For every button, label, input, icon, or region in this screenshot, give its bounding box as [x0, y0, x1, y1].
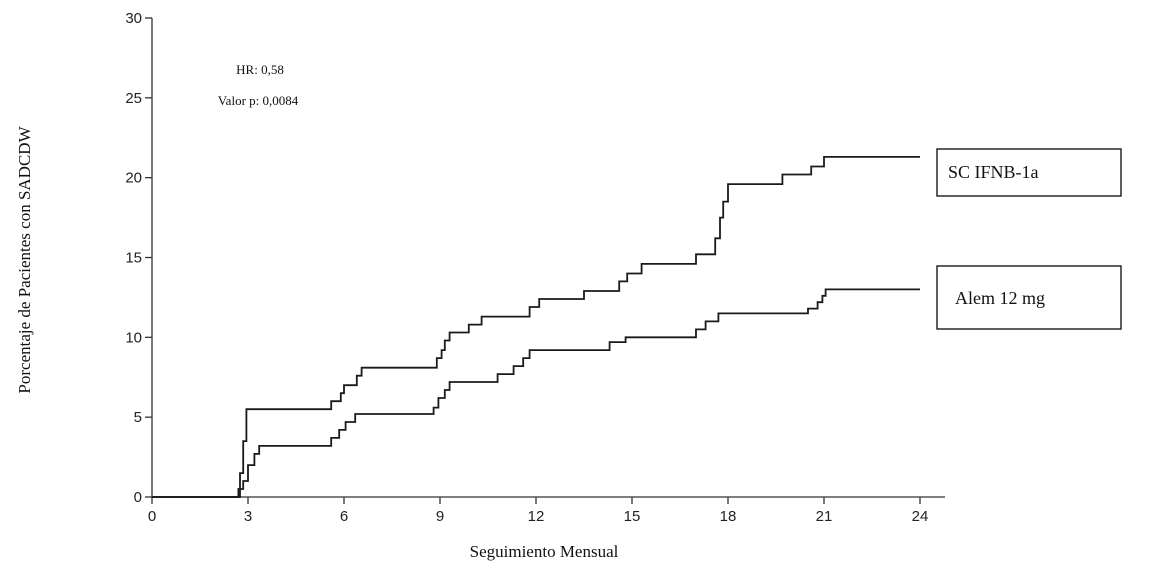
pvalue-annotation: Valor p: 0,0084: [218, 93, 299, 108]
y-tick-label: 15: [125, 250, 142, 267]
y-axis-ticks: 0 5 10 15 20 25 30: [125, 10, 152, 506]
x-axis-ticks: 0 3 6 9 12 15 18 21 24: [148, 497, 929, 525]
y-tick-label: 0: [134, 489, 142, 506]
x-tick-label: 15: [624, 508, 641, 525]
y-tick-label: 5: [134, 409, 142, 426]
series-line-alem: [152, 288, 920, 498]
x-tick-label: 9: [436, 508, 444, 525]
legend-label-alem: Alem 12 mg: [955, 288, 1045, 308]
hr-annotation: HR: 0,58: [236, 62, 284, 77]
x-tick-label: 0: [148, 508, 156, 525]
x-tick-label: 3: [244, 508, 252, 525]
x-tick-label: 24: [912, 508, 929, 525]
y-axis-label: Porcentaje de Pacientes con SADCDW: [15, 125, 34, 393]
legend-sc-ifnb: SC IFNB-1a: [936, 148, 1122, 197]
y-tick-label: 10: [125, 329, 142, 346]
y-tick-label: 25: [125, 90, 142, 107]
y-tick-label: 20: [125, 170, 142, 187]
survival-curves: [152, 156, 920, 498]
legend-box-sc-ifnb: [936, 148, 1122, 197]
x-tick-label: 12: [528, 508, 545, 525]
x-tick-label: 18: [720, 508, 737, 525]
y-tick-label: 30: [125, 10, 142, 27]
legend-alem: Alem 12 mg: [936, 265, 1122, 330]
legend-box-alem: [936, 265, 1122, 330]
x-tick-label: 6: [340, 508, 348, 525]
legend-label-sc-ifnb: SC IFNB-1a: [948, 162, 1039, 182]
series-line-sc-ifnb: [152, 156, 920, 498]
x-axis-label: Seguimiento Mensual: [470, 542, 619, 561]
x-tick-label: 21: [816, 508, 833, 525]
